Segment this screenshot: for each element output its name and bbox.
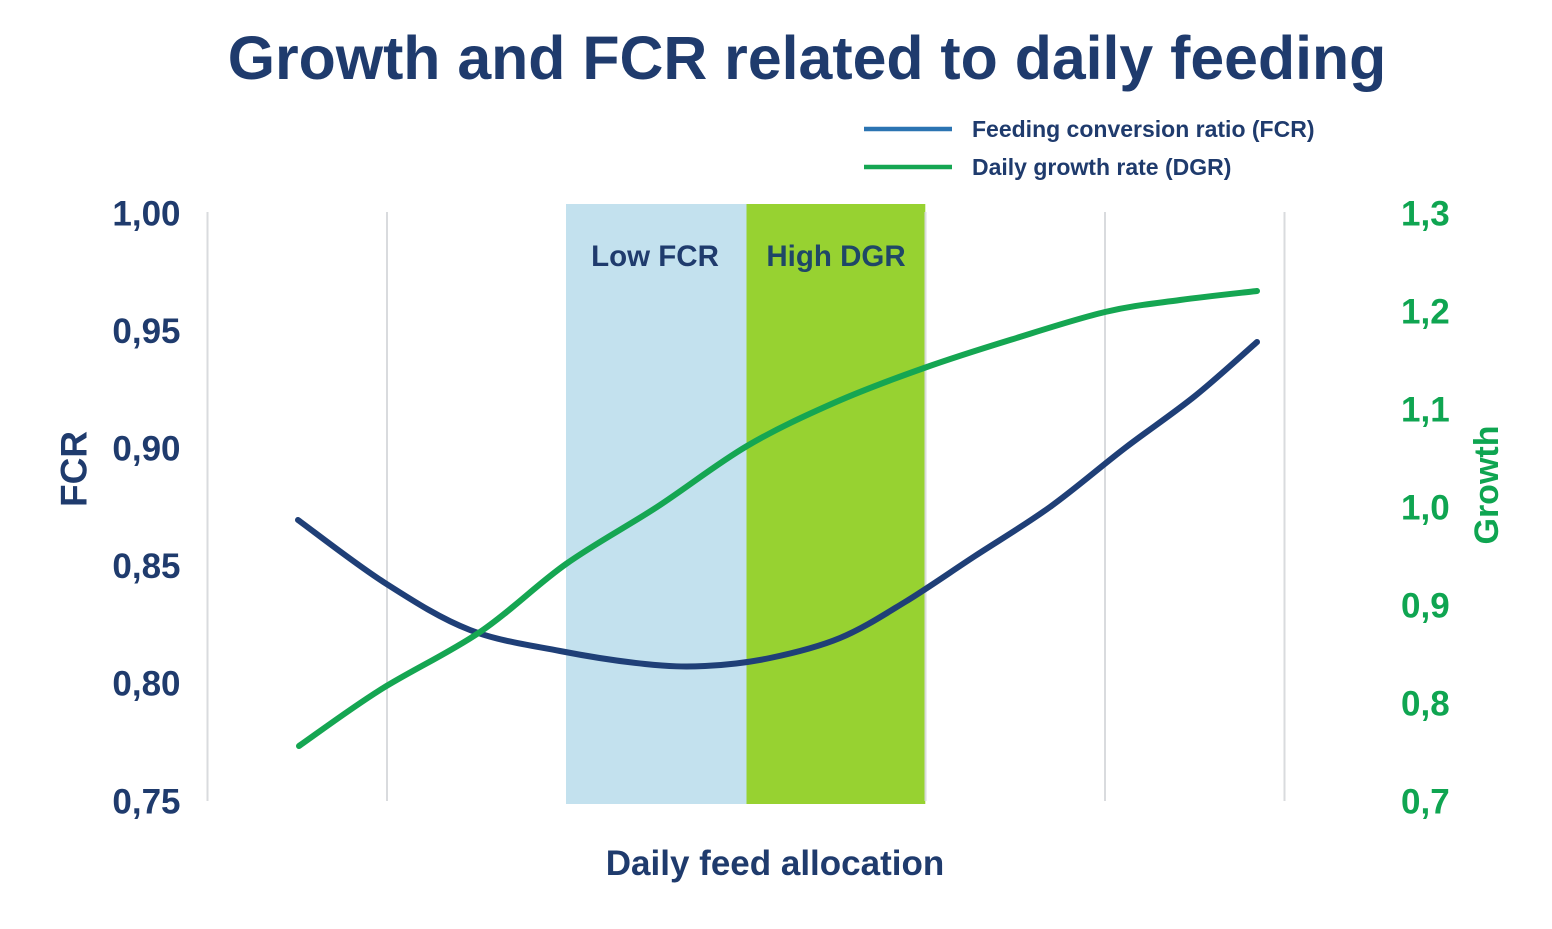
svg-text:Low FCR: Low FCR <box>591 240 719 273</box>
svg-text:Growth: Growth <box>1468 426 1506 545</box>
svg-text:1,00: 1,00 <box>112 194 180 233</box>
svg-text:0,75: 0,75 <box>112 782 180 821</box>
svg-text:0,95: 0,95 <box>112 312 180 351</box>
svg-text:0,7: 0,7 <box>1401 782 1450 821</box>
svg-text:FCR: FCR <box>54 431 95 507</box>
svg-text:1,1: 1,1 <box>1401 390 1450 429</box>
svg-text:Growth and FCR related to dail: Growth and FCR related to daily feeding <box>228 24 1387 92</box>
svg-text:1,2: 1,2 <box>1401 292 1450 331</box>
svg-text:0,8: 0,8 <box>1401 684 1450 723</box>
svg-text:1,0: 1,0 <box>1401 488 1450 527</box>
svg-text:Daily growth rate (DGR): Daily growth rate (DGR) <box>972 154 1231 180</box>
svg-text:High DGR: High DGR <box>766 240 905 273</box>
svg-text:Feeding conversion ratio (FCR): Feeding conversion ratio (FCR) <box>972 116 1314 142</box>
svg-text:1,3: 1,3 <box>1401 194 1450 233</box>
svg-text:0,80: 0,80 <box>112 665 180 704</box>
svg-text:0,85: 0,85 <box>112 547 180 586</box>
svg-text:0,90: 0,90 <box>112 430 180 469</box>
svg-text:Daily feed allocation: Daily feed allocation <box>606 844 944 883</box>
svg-text:0,9: 0,9 <box>1401 586 1450 625</box>
